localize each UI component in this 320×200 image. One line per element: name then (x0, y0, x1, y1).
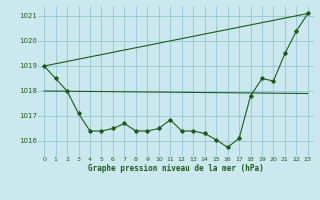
X-axis label: Graphe pression niveau de la mer (hPa): Graphe pression niveau de la mer (hPa) (88, 164, 264, 173)
